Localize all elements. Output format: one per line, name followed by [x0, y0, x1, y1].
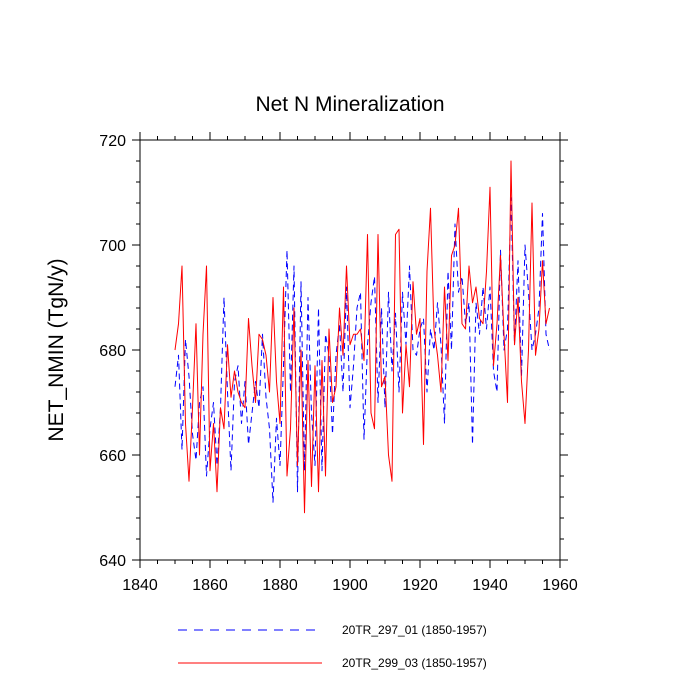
x-tick-label: 1860 [192, 577, 228, 594]
data-series [174, 160, 550, 514]
legend-label-2: 20TR_299_03 (1850-1957) [342, 656, 487, 670]
x-tick-label: 1880 [262, 577, 298, 594]
x-tick-label: 1960 [542, 577, 578, 594]
y-tick-label: 720 [99, 133, 126, 150]
legend-label-1: 20TR_297_01 (1850-1957) [342, 623, 487, 637]
legend: 20TR_297_01 (1850-1957) 20TR_299_03 (1850… [178, 623, 487, 670]
x-tick-label: 1940 [472, 577, 508, 594]
series-line-1 [174, 197, 550, 503]
x-tick-label: 1900 [332, 577, 368, 594]
axis-ticks: 1840 1860 1880 1900 1920 1940 1960 640 660 680 700… [99, 132, 578, 594]
y-tick-label: 700 [99, 238, 126, 255]
series-line-2 [174, 160, 550, 514]
y-axis-label: NET_NMIN (TgN/y) [45, 258, 68, 441]
x-tick-label: 1840 [122, 577, 158, 594]
x-tick-label: 1920 [402, 577, 438, 594]
y-tick-label: 680 [99, 343, 126, 360]
chart-title: Net N Mineralization [255, 93, 444, 116]
y-tick-label: 660 [99, 448, 126, 465]
y-tick-label: 640 [99, 553, 126, 570]
